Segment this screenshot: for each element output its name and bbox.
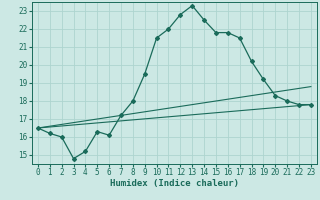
X-axis label: Humidex (Indice chaleur): Humidex (Indice chaleur): [110, 179, 239, 188]
